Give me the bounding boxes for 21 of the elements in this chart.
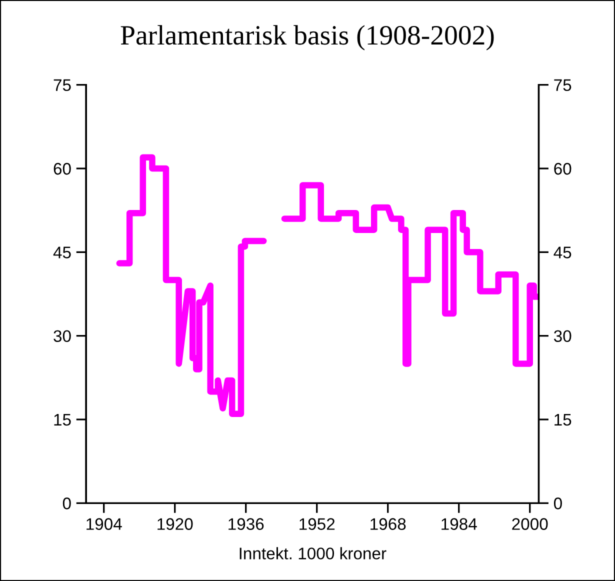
y2-tick-label: 60 — [554, 162, 572, 175]
x-tick-label: 1952 — [300, 518, 335, 530]
x-tick-label: 1904 — [86, 518, 122, 530]
y2-tick-label: 0 — [554, 498, 562, 510]
x-tick-label: 1984 — [442, 518, 477, 530]
x-tick-label: 1936 — [228, 518, 264, 530]
x-tick-label: 2000 — [512, 518, 548, 530]
y-tick-label: 45 — [53, 246, 71, 258]
x-tick-label: 1920 — [158, 518, 193, 530]
x-axis-title: Inntekt. 1000 kroner — [240, 547, 386, 560]
y-tick-label: 75 — [54, 79, 71, 92]
chart-title: Parlamentarisk basis (1908-2002) — [120, 25, 494, 50]
y-tick-label: 60 — [54, 162, 71, 175]
x-tick-label: 1968 — [370, 518, 406, 530]
y2-tick-label: 75 — [554, 79, 572, 92]
y-tick-label: 30 — [54, 330, 71, 342]
y2-tick-label: 45 — [554, 246, 572, 258]
y2-tick-label: 15 — [554, 414, 572, 426]
y-tick-label: 0 — [62, 498, 71, 510]
y-tick-label: 15 — [54, 414, 71, 426]
y2-tick-label: 30 — [554, 330, 572, 342]
